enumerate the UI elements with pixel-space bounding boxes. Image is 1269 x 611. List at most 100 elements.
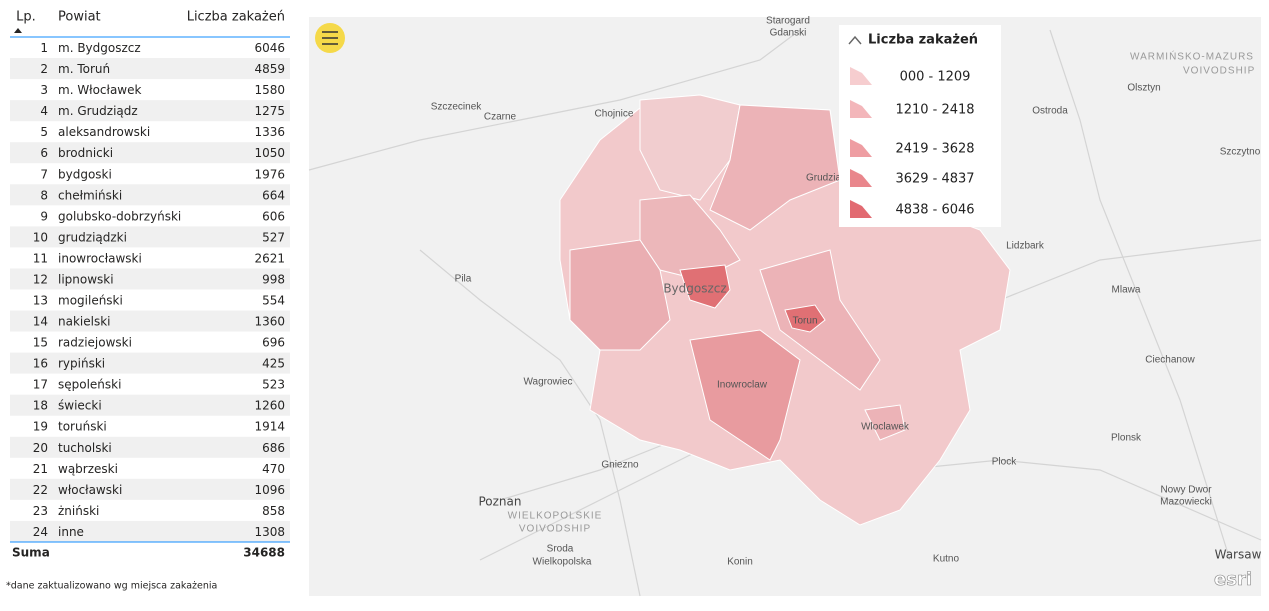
cell-powiat: inne [58,525,84,539]
legend-swatch [850,139,872,157]
cell-powiat: świecki [58,399,102,413]
legend-swatch [850,100,872,118]
cell-value: 4859 [254,62,285,76]
cell-powiat: m. Bydgoszcz [58,41,141,55]
cell-powiat: m. Grudziądz [58,104,138,118]
map-label: Poznan [478,495,521,509]
cell-lp: 5 [40,125,48,139]
map-label: Starogard [766,16,810,27]
column-header: Liczba zakażeń [187,10,285,25]
legend-swatch [850,169,872,187]
map-label: Lidzbark [1006,241,1045,252]
cell-lp: 8 [40,188,48,202]
map-label: Ostroda [1032,106,1068,117]
map-label: Ciechanow [1145,355,1195,366]
map-label: VOIVODSHIP [1183,66,1255,77]
map-label: Czarne [484,112,517,123]
footnote: *dane zaktualizowano wg miejsca zakażeni… [6,581,217,592]
map-label: Mazowiecki [1160,497,1212,508]
row-stripe [10,58,290,80]
row-stripe [10,352,290,374]
row-stripe [10,268,290,290]
cell-lp: 16 [33,357,48,371]
map-label: Grudziądz [806,173,852,184]
cell-powiat: radziejowski [58,336,132,350]
cell-powiat: m. Włocławek [58,83,141,97]
cell-powiat: inowrocławski [58,251,142,265]
row-stripe [10,100,290,122]
cell-powiat: bydgoski [58,167,112,181]
legend-collapse[interactable] [848,35,862,45]
map-label: Pila [455,274,472,285]
map-label: Bydgoszcz [663,282,726,296]
legend-label: 1210 - 2418 [895,103,974,118]
cell-value: 523 [262,378,285,392]
cell-lp: 24 [33,525,48,539]
esri-logo: esri [1214,569,1252,590]
map-label: Szczytno [1220,147,1261,158]
cell-powiat: brodnicki [58,146,113,160]
cell-powiat: wąbrzeski [58,462,118,476]
cell-value: 696 [262,336,285,350]
cell-powiat: toruński [58,420,107,434]
legend-swatch [850,200,872,218]
total-label: Suma [12,545,50,559]
map-label: Nowy Dwor [1160,485,1212,496]
legend-swatch [850,67,872,85]
cell-lp: 11 [33,251,48,265]
cell-lp: 10 [33,230,48,244]
cell-value: 527 [262,230,285,244]
cell-lp: 23 [33,504,48,518]
cell-lp: 3 [40,83,48,97]
cell-value: 470 [262,462,285,476]
row-stripe [10,394,290,416]
map-label: Wagrowiec [523,377,572,388]
map-label: Mlawa [1112,285,1141,296]
cell-value: 686 [262,441,285,455]
legend-title: Liczba zakażeń [868,33,978,48]
legend-label: 3629 - 4837 [895,172,974,187]
cell-lp: 12 [33,272,48,286]
cell-lp: 1 [40,41,48,55]
map-label: Torun [792,316,817,327]
menu-icon [322,31,338,45]
cell-value: 1976 [254,167,285,181]
cell-lp: 18 [33,399,48,413]
cell-powiat: grudziądzki [58,230,127,244]
cell-value: 1260 [254,399,285,413]
cell-powiat: lipnowski [58,272,114,286]
legend-label: 000 - 1209 [900,70,971,85]
cell-powiat: nakielski [58,315,111,329]
cell-lp: 15 [33,336,48,350]
cell-lp: 21 [33,462,48,476]
cell-powiat: aleksandrowski [58,125,150,139]
cell-powiat: golubsko-dobrzyński [58,209,181,223]
row-stripe [10,310,290,332]
cell-lp: 17 [33,378,48,392]
row-stripe [10,142,290,164]
cell-powiat: tucholski [58,441,112,455]
row-stripe [10,520,290,542]
legend-box [839,25,1001,227]
cell-powiat: mogileński [58,294,123,308]
cell-value: 1096 [254,483,285,497]
map-label: Gdanski [770,28,807,39]
cell-value: 554 [262,294,285,308]
cell-powiat: chełmiński [58,188,122,202]
map-label: Sroda [547,544,574,555]
map-label: Plonsk [1111,433,1142,444]
map-label: VOIVODSHIP [519,524,591,535]
cell-lp: 6 [40,146,48,160]
cell-lp: 13 [33,294,48,308]
column-header: Powiat [58,10,101,25]
cell-powiat: sępoleński [58,378,121,392]
map-label: Wloclawek [861,422,910,433]
map-label: Plock [992,457,1017,468]
cell-lp: 9 [40,209,48,223]
cell-value: 1914 [254,420,285,434]
cell-value: 998 [262,272,285,286]
cell-lp: 20 [33,441,48,455]
map-label: Gniezno [601,460,639,471]
map-label: Wielkopolska [533,557,592,568]
